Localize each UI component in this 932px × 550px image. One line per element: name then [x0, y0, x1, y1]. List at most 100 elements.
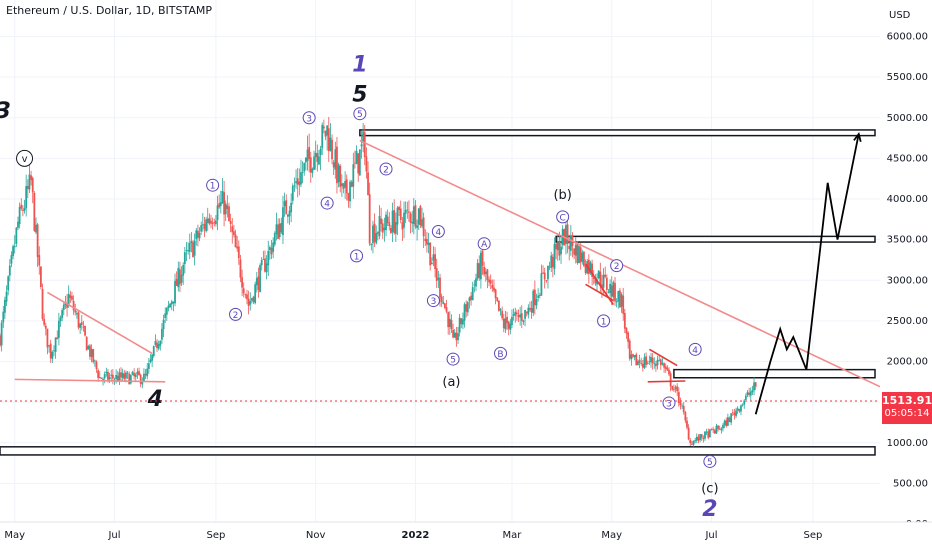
wave-circle: [206, 178, 220, 192]
candle-body: [524, 309, 526, 319]
wave-label: 3: [431, 297, 437, 307]
candle-body: [481, 250, 484, 266]
candle-body: [690, 443, 693, 445]
candle-body: [17, 221, 19, 228]
candle-body: [149, 359, 152, 363]
price-tick-label: 3000.00: [887, 275, 928, 286]
candle-body: [368, 194, 371, 244]
wave-label: B: [497, 350, 503, 360]
candle-body: [517, 314, 520, 317]
candle-body: [653, 363, 656, 365]
wave-circle: [229, 307, 243, 321]
candle-body: [138, 371, 140, 376]
candle-body: [726, 417, 729, 426]
candle-body: [460, 318, 463, 325]
candle-body: [676, 386, 679, 392]
candle-body: [10, 255, 13, 264]
candle-body: [352, 164, 355, 187]
candle-body: [61, 310, 64, 318]
candle-body: [75, 313, 78, 315]
price-axis-currency: USD: [889, 10, 911, 21]
candle-body: [157, 344, 160, 349]
candle-body: [18, 207, 21, 225]
wave-label: 4: [435, 228, 441, 238]
candle-body: [589, 262, 592, 273]
candle-body: [241, 277, 243, 288]
horizontal-zones: [0, 129, 876, 456]
candle-body: [401, 222, 404, 230]
candle-body: [224, 203, 227, 215]
candle-body: [357, 153, 360, 174]
candle-body: [609, 283, 612, 294]
candle-body: [129, 375, 132, 384]
candle-body: [429, 242, 432, 266]
candle-body: [394, 222, 397, 234]
candle-body: [223, 192, 225, 215]
candle-body: [417, 208, 420, 225]
candle-body: [550, 255, 553, 268]
candle-body: [635, 354, 638, 366]
candle-body: [547, 266, 549, 280]
projection-polyline: [754, 133, 860, 415]
wave-circle: [379, 162, 393, 176]
wave-label: C: [560, 213, 566, 223]
candle-body: [537, 295, 540, 298]
candle-body: [470, 295, 472, 301]
candle-body: [147, 363, 150, 369]
candle-body: [710, 428, 713, 430]
candle-body: [476, 262, 479, 279]
wave-label: 3: [0, 99, 11, 124]
candle-body: [247, 298, 250, 306]
candle-body: [558, 241, 561, 256]
candle-body: [605, 277, 608, 290]
wave-label: v: [22, 154, 28, 165]
candle-body: [496, 297, 499, 301]
candle-body: [664, 366, 667, 369]
candle-body: [188, 242, 191, 252]
candle-body: [506, 316, 508, 324]
candle-body: [679, 401, 682, 406]
candle-body: [741, 404, 744, 406]
candle-body: [345, 179, 348, 194]
candle-body: [337, 164, 340, 183]
candle-body: [195, 230, 198, 240]
candle-body: [286, 214, 289, 217]
candle-body: [205, 219, 207, 232]
trendline: [585, 283, 614, 302]
candle-body: [36, 224, 39, 257]
candle-body: [638, 360, 641, 363]
candle-body: [560, 246, 562, 255]
candle-body: [316, 153, 319, 162]
candle-body: [118, 372, 121, 381]
time-tick-label: Sep: [804, 530, 823, 541]
candle-body: [172, 301, 175, 304]
candle-body: [612, 282, 615, 298]
wave-circle: [477, 237, 491, 251]
candle-body: [144, 373, 147, 376]
candle-body: [95, 361, 98, 370]
wave-label: (c): [701, 481, 718, 496]
candle-body: [479, 252, 482, 280]
candle-body: [33, 192, 36, 231]
candle-body: [708, 429, 711, 438]
candle-body: [347, 192, 350, 201]
candle-body: [234, 234, 237, 248]
candle-body: [4, 299, 6, 313]
time-axis-bg: [0, 522, 932, 550]
candle-body: [336, 146, 338, 184]
candle-body: [533, 289, 536, 306]
candle-body: [486, 269, 489, 280]
candle-body: [72, 300, 75, 311]
candle-body: [641, 364, 644, 368]
candle-body: [8, 265, 11, 276]
candle-body: [599, 271, 602, 286]
candle-body: [569, 235, 572, 251]
candle-body: [501, 311, 504, 319]
candle-body: [295, 181, 297, 184]
candle-body: [452, 329, 454, 338]
candle-body: [216, 205, 219, 221]
candle-body: [594, 277, 597, 284]
candle-body: [20, 204, 23, 209]
candle-body: [404, 210, 407, 214]
